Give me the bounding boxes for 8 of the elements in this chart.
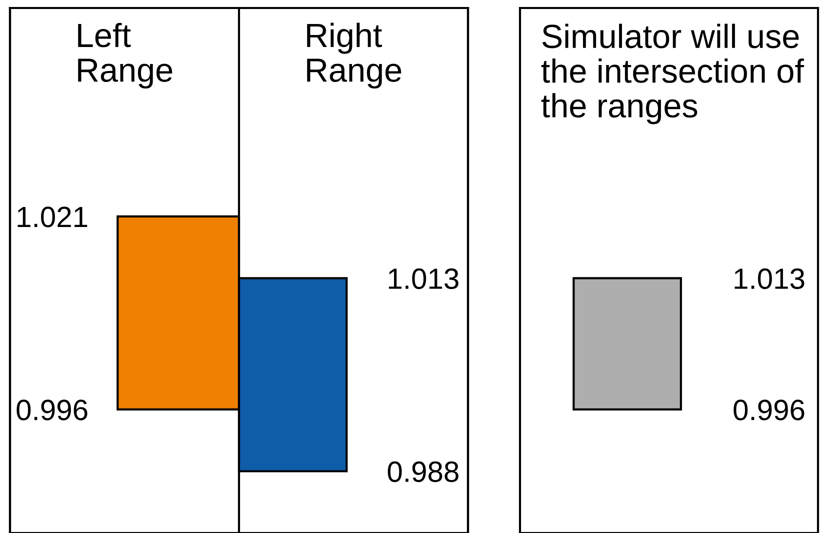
y-tick-label: 0.996	[16, 400, 88, 420]
x-tick-label: Left Range	[78, 22, 172, 89]
y2-tick-label: 1.013	[388, 268, 458, 290]
x-tick-label: Right Range	[307, 22, 402, 89]
y-tick-label: 1.021	[18, 206, 88, 228]
text: Simulator will use the intersection of the ranges	[541, 24, 804, 124]
y2-tick-label: 0.988	[388, 461, 458, 482]
y-tick-label: 0.996	[734, 400, 804, 420]
